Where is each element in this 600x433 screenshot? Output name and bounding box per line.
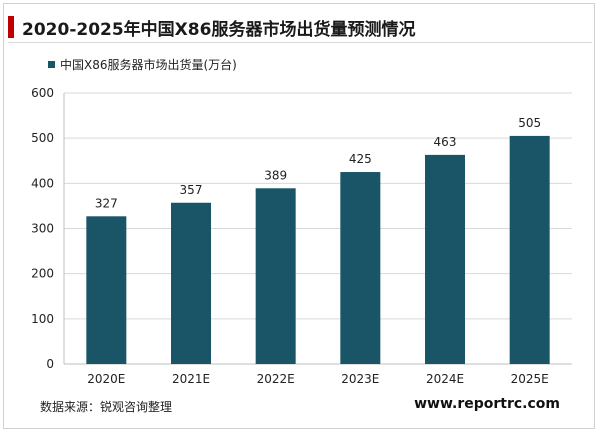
x-tick-label: 2020E — [87, 372, 125, 386]
bar — [509, 135, 550, 364]
data-label: 463 — [434, 135, 457, 149]
y-tick-label: 0 — [46, 357, 54, 371]
legend-label: 中国X86服务器市场出货量(万台) — [60, 58, 237, 72]
bar — [425, 154, 465, 364]
bar — [255, 188, 296, 364]
data-label: 505 — [518, 116, 541, 130]
website-url: www.reportrc.com — [414, 396, 560, 412]
y-tick-label: 600 — [31, 86, 54, 100]
x-tick-label: 2023E — [341, 372, 379, 386]
legend: 中国X86服务器市场出货量(万台) — [48, 56, 237, 73]
y-tick-label: 200 — [31, 267, 54, 281]
bar — [86, 216, 127, 364]
y-tick-label: 100 — [31, 312, 54, 326]
chart-title: 2020-2025年中国X86服务器市场出货量预测情况 — [22, 19, 416, 40]
title-divider — [8, 42, 592, 43]
source-note: 数据来源：锐观咨询整理 — [40, 400, 173, 414]
title-accent-bar — [8, 16, 14, 38]
x-tick-label: 2025E — [511, 372, 549, 386]
y-tick-label: 400 — [31, 176, 54, 190]
y-tick-label: 300 — [31, 222, 54, 236]
bar — [171, 202, 211, 364]
legend-swatch — [48, 61, 55, 68]
title-bar: 2020-2025年中国X86服务器市场出货量预测情况 — [8, 16, 416, 40]
data-label: 425 — [349, 152, 372, 166]
bar — [340, 172, 381, 364]
x-tick-label: 2024E — [426, 372, 464, 386]
chart-frame — [3, 3, 595, 429]
data-label: 357 — [180, 183, 203, 197]
y-tick-label: 500 — [31, 131, 54, 145]
x-tick-label: 2021E — [172, 372, 210, 386]
data-label: 389 — [264, 168, 287, 182]
data-label: 327 — [95, 196, 118, 210]
x-tick-label: 2022E — [257, 372, 295, 386]
